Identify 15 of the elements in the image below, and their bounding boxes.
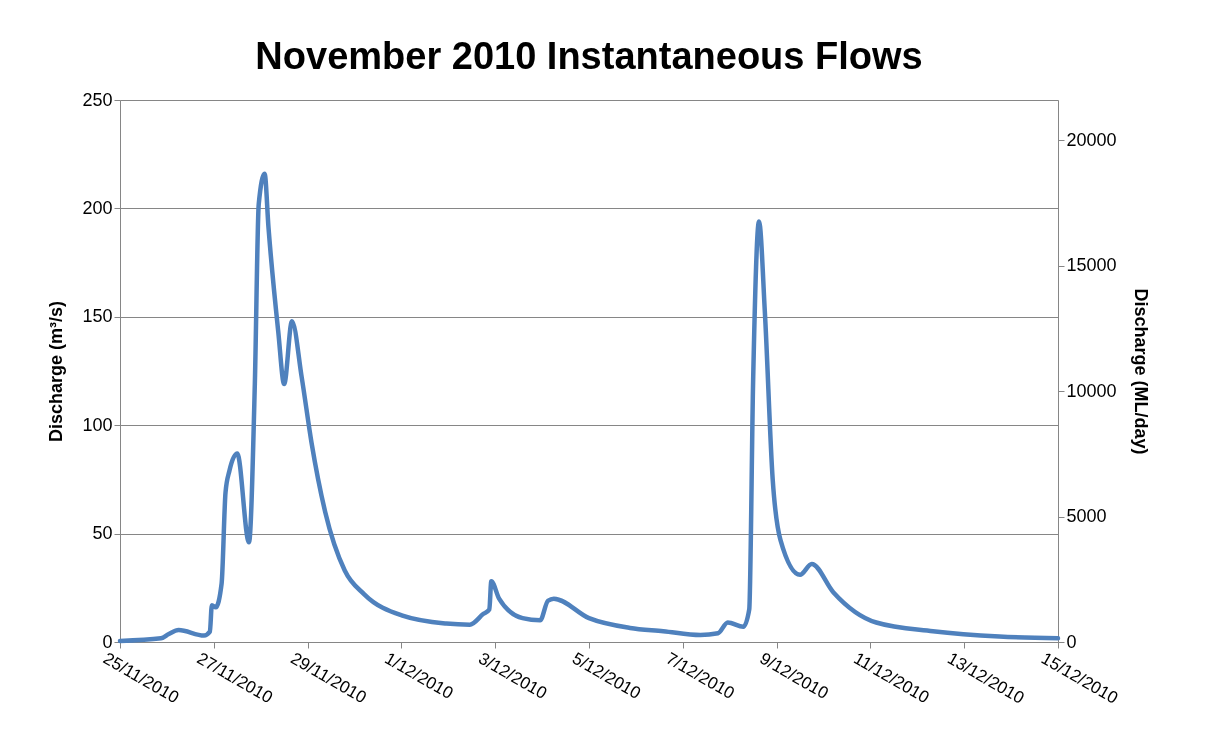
- y-tick-label: 100: [82, 414, 113, 435]
- line-series: [117, 171, 1061, 644]
- y2-tick-label: 10000: [1066, 380, 1117, 401]
- y-tick-label: 200: [82, 197, 113, 218]
- y-axis-title: Discharge (m³/s): [46, 300, 67, 443]
- y2-tick-label: 15000: [1066, 255, 1117, 276]
- y-tick-label: 250: [82, 89, 113, 110]
- y-tick-label: 0: [102, 631, 113, 652]
- y-tick-label: 150: [82, 306, 113, 327]
- y2-tick-label: 0: [1066, 631, 1077, 652]
- y2-tick-label: 5000: [1066, 506, 1107, 527]
- chart-title: November 2010 Instantaneous Flows: [255, 35, 923, 77]
- y-tick-label: 50: [92, 523, 113, 544]
- y2-axis-title: Discharge (ML/day): [1130, 288, 1151, 455]
- y2-tick-label: 20000: [1066, 129, 1117, 150]
